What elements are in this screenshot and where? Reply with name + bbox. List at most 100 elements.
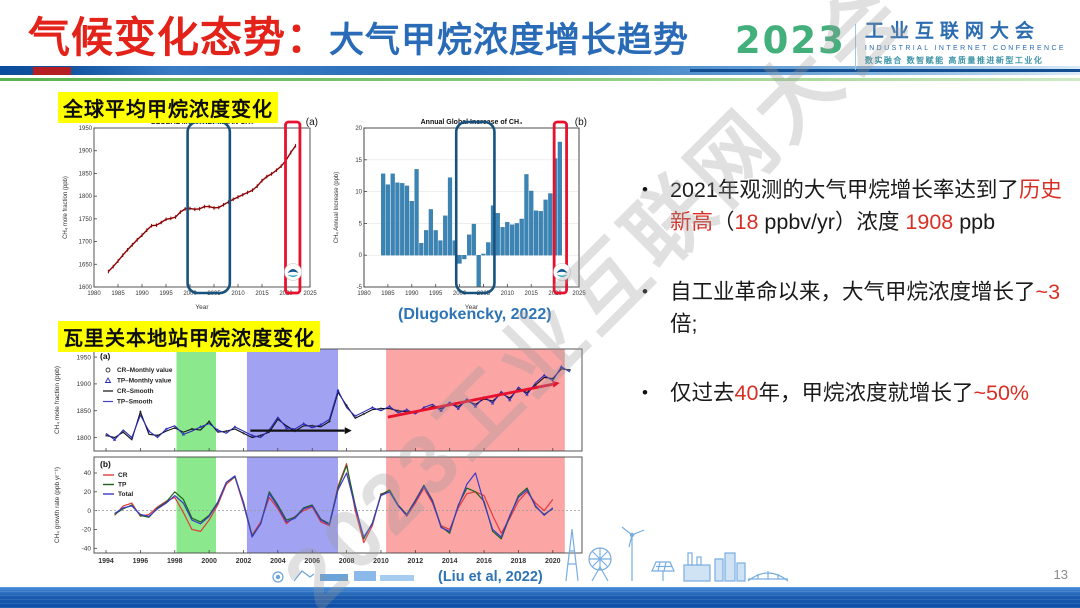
citation-dlugokencky: (Dlugokencky, 2022) bbox=[398, 306, 552, 323]
conveyor-icon bbox=[380, 575, 414, 581]
svg-text:(b): (b) bbox=[100, 459, 111, 469]
bullet-dot: • bbox=[642, 281, 648, 301]
svg-text:20: 20 bbox=[355, 126, 362, 132]
separator-line-green bbox=[0, 78, 1080, 81]
svg-text:1998: 1998 bbox=[167, 558, 183, 565]
industrial-icons bbox=[272, 570, 414, 583]
chart-global-monthly-mean: 1980 1985 1990 1995 2000 2005 2010 2015 2020 2025… bbox=[58, 113, 323, 311]
page-title-red: 气候变化态势： bbox=[28, 14, 330, 61]
svg-text:1800: 1800 bbox=[77, 435, 92, 442]
svg-text:1980: 1980 bbox=[87, 291, 101, 297]
page-title: 气候变化态势：大气甲烷浓度增长趋势 bbox=[28, 4, 689, 65]
bullet-item: • 2021年观测的大气甲烷增长率达到了历史新高（18 ppbv/yr）浓度 19… bbox=[642, 174, 1074, 239]
factory-icon bbox=[683, 552, 711, 582]
svg-text:(b): (b) bbox=[575, 117, 587, 128]
svg-text:Year: Year bbox=[195, 304, 209, 311]
logo-divider bbox=[854, 24, 856, 70]
svg-text:1996: 1996 bbox=[133, 558, 149, 565]
bullet-item: • 自工业革命以来，大气甲烷浓度增长了~3倍; bbox=[642, 276, 1074, 341]
svg-text:1990: 1990 bbox=[405, 291, 419, 297]
svg-text:TP–Smooth: TP–Smooth bbox=[117, 399, 153, 406]
logo-tagline: 数实融合 数智赋能 高质量推进新型工业化 bbox=[864, 55, 1044, 65]
chart-waliguan-station: 1800 1850 1900 1950 -40 -20 0 20 40 CH₄ mole frac… bbox=[48, 341, 592, 581]
logo-year: 2023 bbox=[734, 19, 846, 62]
machine-icon bbox=[320, 574, 348, 581]
svg-text:1900: 1900 bbox=[77, 381, 92, 388]
svg-text:1995: 1995 bbox=[429, 291, 443, 297]
robot-arm-icon bbox=[293, 570, 315, 582]
bottom-band-streaks bbox=[0, 587, 1080, 608]
svg-text:CR: CR bbox=[118, 472, 128, 479]
svg-text:1650: 1650 bbox=[79, 262, 93, 268]
svg-text:1994: 1994 bbox=[98, 558, 114, 565]
svg-text:10: 10 bbox=[355, 190, 362, 196]
buildings-icon bbox=[714, 552, 746, 582]
separator-segment-red bbox=[33, 67, 71, 75]
noaa-logo bbox=[284, 263, 302, 281]
bridge-icon bbox=[747, 571, 789, 582]
svg-text:(a): (a) bbox=[306, 117, 318, 128]
svg-text:1985: 1985 bbox=[381, 291, 395, 297]
global-mean-chart-svg: 1980 1985 1990 1995 2000 2005 2010 2015 2020 2025… bbox=[63, 117, 318, 311]
svg-text:1600: 1600 bbox=[79, 285, 93, 291]
svg-text:40: 40 bbox=[84, 470, 92, 477]
separator-line-navy bbox=[690, 69, 1080, 72]
separator-bar-blue bbox=[0, 66, 1080, 75]
svg-text:5: 5 bbox=[359, 221, 363, 227]
bullet-item: • 仅过去40年，甲烷浓度就增长了~50% bbox=[642, 377, 1074, 409]
svg-text:2010: 2010 bbox=[373, 558, 389, 565]
solar-panel-icon bbox=[651, 561, 675, 581]
svg-text:1800: 1800 bbox=[79, 194, 93, 200]
svg-text:1995: 1995 bbox=[159, 291, 173, 297]
svg-text:2014: 2014 bbox=[442, 558, 458, 565]
citation-liu: (Liu et al, 2022) bbox=[438, 569, 543, 585]
svg-text:1850: 1850 bbox=[77, 408, 92, 415]
svg-text:0: 0 bbox=[87, 508, 91, 515]
bullet-list: • 2021年观测的大气甲烷增长率达到了历史新高（18 ppbv/yr）浓度 19… bbox=[642, 174, 1074, 446]
factory-block-icon bbox=[354, 571, 376, 581]
annual-increase-chart-svg: 1980 1985 1990 1995 2000 2005 2010 2015 2020 2025… bbox=[334, 117, 587, 311]
city-skyline-art bbox=[565, 526, 789, 582]
logo-subtitle: INDUSTRIAL INTERNET CONFERENCE bbox=[864, 44, 1066, 52]
svg-text:-20: -20 bbox=[82, 527, 92, 534]
svg-text:2025: 2025 bbox=[572, 291, 586, 297]
noaa-logo bbox=[553, 263, 571, 281]
bullet-dot: • bbox=[642, 383, 648, 402]
logo-name: 工业互联网大会 bbox=[864, 21, 1040, 42]
svg-text:2016: 2016 bbox=[476, 558, 492, 565]
svg-text:(a): (a) bbox=[100, 351, 111, 361]
svg-text:2025: 2025 bbox=[303, 291, 317, 297]
svg-text:2002: 2002 bbox=[236, 558, 252, 565]
svg-text:2018: 2018 bbox=[511, 558, 527, 565]
svg-text:2004: 2004 bbox=[270, 558, 286, 565]
svg-text:Total: Total bbox=[118, 491, 133, 498]
tower-icon bbox=[565, 528, 579, 582]
svg-text:1980: 1980 bbox=[357, 291, 371, 297]
conference-logo: 2023 工业互联网大会 INDUSTRIAL INTERNET CONFERE… bbox=[734, 19, 1066, 70]
svg-text:TP–Monthly value: TP–Monthly value bbox=[117, 378, 172, 385]
svg-text:20: 20 bbox=[84, 489, 92, 496]
svg-text:Year: Year bbox=[465, 304, 479, 311]
svg-text:2015: 2015 bbox=[525, 291, 539, 297]
page-title-blue: 大气甲烷浓度增长趋势 bbox=[329, 21, 690, 60]
svg-text:-5: -5 bbox=[357, 285, 363, 291]
svg-text:2012: 2012 bbox=[408, 558, 424, 565]
page-number: 13 bbox=[1053, 567, 1068, 582]
section-label-global: 全球平均甲烷浓度变化 bbox=[58, 92, 278, 123]
svg-text:2020: 2020 bbox=[545, 558, 561, 565]
svg-text:1950: 1950 bbox=[79, 126, 93, 132]
bullet-dot: • bbox=[642, 180, 648, 199]
svg-text:1990: 1990 bbox=[135, 291, 149, 297]
svg-text:CH₄ Annual Increase (ppb): CH₄ Annual Increase (ppb) bbox=[334, 172, 340, 244]
svg-text:CH₄ growth rate (ppb yr⁻¹): CH₄ growth rate (ppb yr⁻¹) bbox=[54, 467, 61, 543]
svg-text:CR–Smooth: CR–Smooth bbox=[117, 388, 154, 395]
svg-text:0: 0 bbox=[359, 253, 363, 259]
svg-text:CH₄ mole fraction (ppb): CH₄ mole fraction (ppb) bbox=[63, 176, 69, 239]
bottom-blue-band bbox=[0, 587, 1080, 608]
wind-turbine-icon bbox=[621, 526, 645, 581]
svg-text:2010: 2010 bbox=[501, 291, 515, 297]
svg-text:2008: 2008 bbox=[339, 558, 355, 565]
svg-text:-40: -40 bbox=[82, 545, 92, 552]
svg-text:2020: 2020 bbox=[279, 291, 293, 297]
